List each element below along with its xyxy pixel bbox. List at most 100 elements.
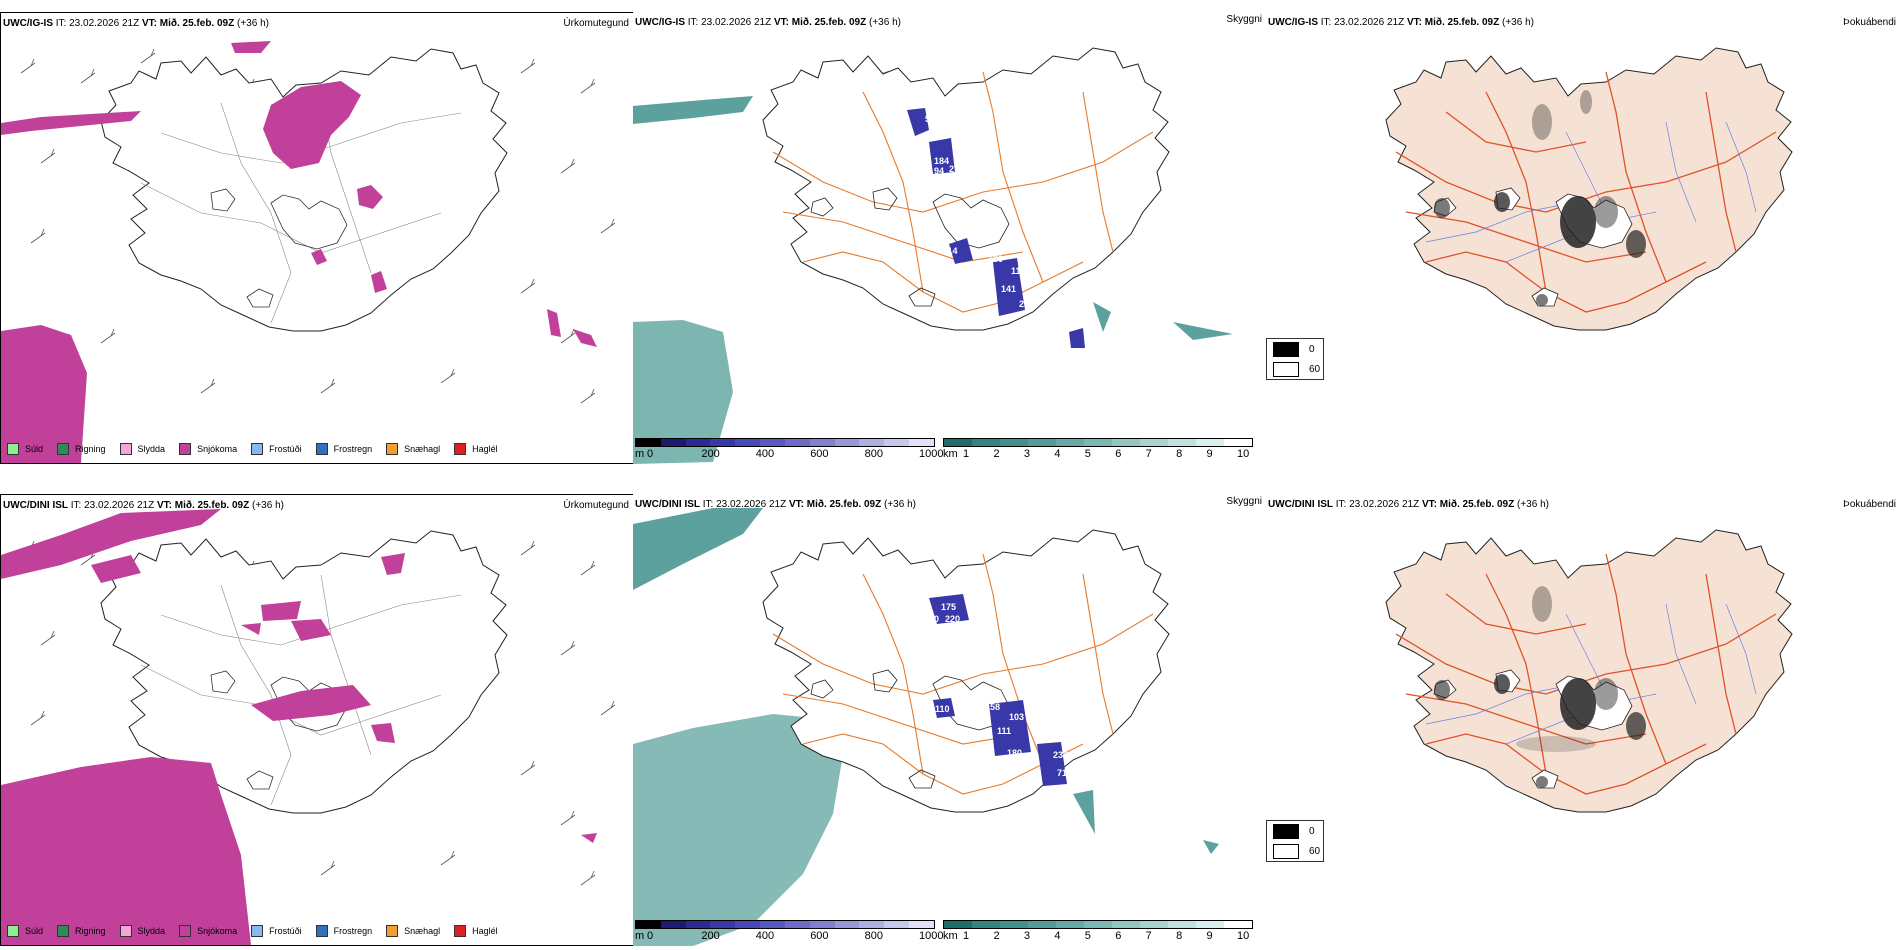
legend-swatch [119, 443, 132, 455]
colorbar-tick: 1000 [919, 448, 944, 460]
panel-header: UWC/DINI ISL IT: 23.02.2026 21Z VT: Mið.… [3, 500, 284, 511]
lead-time: (+36 h) [237, 18, 269, 29]
it-label: IT: [1320, 17, 1332, 28]
colorbar-cell [834, 439, 860, 446]
it-label: IT: [687, 17, 699, 28]
colorbar-cell [1028, 439, 1056, 446]
fog-swatch [1273, 361, 1299, 377]
colorbar-tick: 9 [1206, 930, 1213, 942]
colorbar-tick: 800 [864, 448, 883, 460]
colorbar-cell [909, 439, 934, 446]
vt-value: Mið. 25.feb. 09Z [174, 500, 250, 511]
colorbar-cell [1224, 439, 1252, 446]
model-name: UWC/DINI ISL [1268, 499, 1333, 510]
legend-item: Haglél [454, 925, 498, 937]
fog-panel-row1: UWC/IG-IS IT: 23.02.2026 21Z VT: Mið. 25… [1266, 12, 1900, 464]
panel-title: Skyggni [1226, 496, 1262, 507]
vt-value: Mið. 25.feb. 09Z [791, 17, 867, 28]
panel-header: UWC/DINI ISL IT: 23.02.2026 21Z VT: Mið.… [635, 499, 916, 510]
colorbar-tick: 6 [1115, 448, 1122, 460]
model-name: UWC/IG-IS [1268, 17, 1318, 28]
colorbar-cell [1196, 439, 1224, 446]
it-value: 23.02.2026 21Z [1349, 499, 1420, 510]
it-label: IT: [702, 499, 714, 510]
legend-swatch [315, 443, 328, 455]
colorbar-cell [884, 439, 910, 446]
colorbar-cell [1112, 439, 1140, 446]
model-name: UWC/DINI ISL [635, 499, 700, 510]
colorbar-tick: 2 [993, 930, 1000, 942]
lead-time: (+36 h) [1517, 499, 1549, 510]
ceiling-label: 71 [1057, 768, 1067, 778]
lead-time: (+36 h) [252, 500, 284, 511]
colorbar-cell [1028, 921, 1056, 928]
visibility-cells [943, 438, 1253, 447]
fog-map [1385, 47, 1793, 331]
colorbar-cell [1084, 921, 1112, 928]
colorbar-cell [735, 439, 761, 446]
precip-panel-row1: UWC/IG-IS IT: 23.02.2026 21Z VT: Mið. 25… [0, 12, 634, 464]
legend-swatch [386, 925, 399, 937]
colorbar-cell [1140, 921, 1168, 928]
colorbar-cell [710, 921, 736, 928]
it-value: 23.02.2026 21Z [1334, 17, 1405, 28]
colorbar-cell [944, 921, 972, 928]
model-name: UWC/IG-IS [635, 17, 685, 28]
fog-panel-row2: UWC/DINI ISL IT: 23.02.2026 21Z VT: Mið.… [1266, 494, 1900, 946]
legend-swatch [179, 925, 192, 937]
ceiling-label: 277 [949, 164, 964, 174]
it-label: IT: [1335, 499, 1347, 510]
visibility-ticks: km 1 2 3 4 5 6 7 8 9 10 [943, 929, 1253, 942]
ceiling-label: 111 [1011, 266, 1025, 276]
legend-swatch [454, 925, 467, 937]
colorbar-cell [1112, 921, 1140, 928]
colorbar-cell [660, 921, 686, 928]
colorbar-cell [710, 439, 736, 446]
it-value: 23.02.2026 21Z [69, 18, 140, 29]
colorbar-unit: m [635, 448, 645, 460]
colorbar-cell [685, 439, 711, 446]
legend-swatch [386, 443, 399, 455]
legend-item: Súld [7, 443, 43, 455]
fog-swatch [1273, 823, 1299, 839]
colorbar-cell [636, 921, 661, 928]
ceiling-label: 180 [1007, 748, 1022, 758]
model-name: UWC/IG-IS [3, 18, 53, 29]
colorbar-cell [944, 439, 972, 446]
colorbar-tick: 8 [1176, 930, 1183, 942]
legend-item: Snæhagl [386, 443, 440, 455]
legend-item: Snjókoma [179, 443, 237, 455]
colorbar-tick: 200 [701, 930, 720, 942]
vt-value: Mið. 25.feb. 09Z [1439, 499, 1515, 510]
colorbar-tick: 1 [963, 448, 970, 460]
colorbar-tick: 3 [1023, 448, 1030, 460]
panel-title: Þokuábendi [1843, 499, 1896, 510]
vt-value: Mið. 25.feb. 09Z [806, 499, 882, 510]
fog-legend-item: 60 [1267, 359, 1323, 379]
fog-legend: 0 60 [1266, 338, 1324, 380]
colorbar-tick: 10 [1237, 448, 1250, 460]
vt-value: Mið. 25.feb. 09Z [1424, 17, 1500, 28]
ceiling-label: 180 [988, 254, 1003, 264]
legend-item: Haglél [454, 443, 498, 455]
colorbar-tick: 0 [647, 930, 654, 942]
colorbar-tick: 0 [647, 448, 654, 460]
colorbar-cell [1084, 439, 1112, 446]
fog-legend: 0 60 [1266, 820, 1324, 862]
visibility-cells [943, 920, 1253, 929]
colorbar-tick: 6 [1115, 930, 1122, 942]
ceiling-label: 220 [945, 614, 960, 624]
colorbar-cell [1000, 439, 1028, 446]
legend-swatch [119, 925, 132, 937]
ceiling-ticks: m 0 200 400 600 800 1000 [635, 929, 943, 942]
ceiling-colorbar: m 0 200 400 600 800 1000 [635, 920, 943, 942]
panel-header: UWC/IG-IS IT: 23.02.2026 21Z VT: Mið. 25… [635, 17, 901, 28]
colorbar-tick: 800 [864, 930, 883, 942]
legend-item: Frostregn [315, 443, 372, 455]
ceiling-label: 642 [969, 156, 984, 166]
ceiling-label: 94 [934, 166, 944, 176]
ceiling-label: 232 [1053, 750, 1068, 760]
panel-header: UWC/IG-IS IT: 23.02.2026 21Z VT: Mið. 25… [1268, 17, 1534, 28]
legend-swatch [315, 925, 328, 937]
ceiling-labels: 175 90 220 376 110 158 103 111 180 232 7… [929, 602, 1068, 778]
